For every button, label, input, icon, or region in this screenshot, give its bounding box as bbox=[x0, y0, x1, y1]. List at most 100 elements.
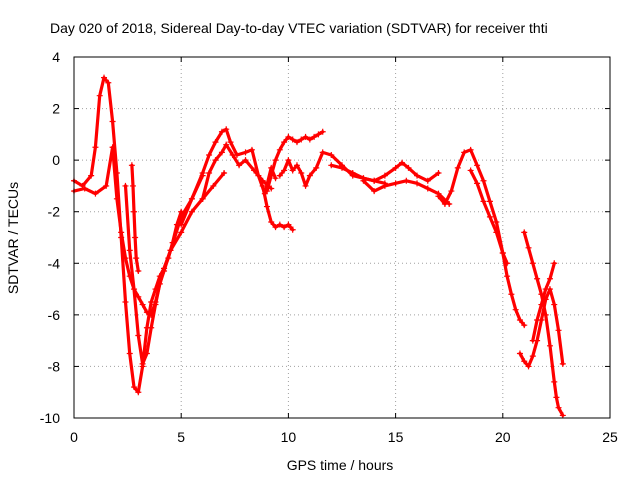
data-point bbox=[128, 162, 135, 169]
data-point bbox=[88, 172, 95, 179]
data-point bbox=[143, 309, 150, 316]
data-point bbox=[281, 167, 288, 174]
data-point bbox=[218, 128, 225, 135]
data-point bbox=[210, 182, 217, 189]
data-point bbox=[542, 311, 549, 318]
data-point bbox=[242, 149, 249, 156]
data-point bbox=[122, 182, 129, 189]
data-point bbox=[133, 255, 140, 262]
data-point bbox=[223, 141, 230, 148]
data-point bbox=[285, 157, 292, 164]
data-point bbox=[551, 378, 558, 385]
data-point bbox=[272, 224, 279, 231]
data-point bbox=[227, 139, 234, 146]
data-point bbox=[360, 177, 367, 184]
data-point bbox=[529, 260, 536, 267]
data-point bbox=[486, 213, 493, 220]
data-point bbox=[371, 188, 378, 195]
data-point bbox=[105, 79, 112, 86]
data-point bbox=[512, 306, 519, 313]
data-point bbox=[298, 170, 305, 177]
data-point bbox=[381, 182, 388, 189]
data-point bbox=[467, 146, 474, 153]
y-tick-label: -6 bbox=[48, 307, 61, 323]
data-point bbox=[467, 167, 474, 174]
data-point bbox=[559, 360, 566, 367]
data-point bbox=[276, 146, 283, 153]
data-point bbox=[516, 317, 523, 324]
data-point bbox=[289, 167, 296, 174]
data-point bbox=[371, 177, 378, 184]
data-point bbox=[493, 229, 500, 236]
x-tick-label: 20 bbox=[495, 429, 511, 445]
data-point bbox=[259, 177, 266, 184]
data-point bbox=[131, 208, 138, 215]
data-point bbox=[474, 162, 481, 169]
data-point bbox=[143, 350, 150, 357]
data-point bbox=[131, 286, 138, 293]
data-point bbox=[521, 358, 528, 365]
data-point bbox=[302, 182, 309, 189]
data-point bbox=[139, 301, 146, 308]
data-point bbox=[392, 164, 399, 171]
data-point bbox=[281, 139, 288, 146]
series-12 bbox=[467, 167, 528, 329]
series-3 bbox=[128, 162, 142, 275]
data-point bbox=[199, 195, 206, 202]
data-point bbox=[435, 170, 442, 177]
data-point bbox=[553, 394, 560, 401]
data-point bbox=[199, 170, 206, 177]
data-point bbox=[405, 164, 412, 171]
data-point bbox=[132, 234, 139, 241]
series-6 bbox=[259, 182, 296, 233]
data-point bbox=[328, 162, 335, 169]
data-point bbox=[546, 342, 553, 349]
y-axis-label: SDTVAR / TECUs bbox=[5, 182, 21, 294]
data-point bbox=[538, 301, 545, 308]
data-point bbox=[555, 327, 562, 334]
data-point bbox=[424, 185, 431, 192]
data-point bbox=[480, 198, 487, 205]
data-point bbox=[474, 180, 481, 187]
x-axis-label: GPS time / hours bbox=[287, 457, 394, 473]
data-point bbox=[161, 265, 168, 272]
data-point bbox=[414, 180, 421, 187]
data-point bbox=[129, 182, 136, 189]
data-point bbox=[218, 149, 225, 156]
data-point bbox=[122, 298, 129, 305]
series-15 bbox=[529, 260, 558, 344]
data-point bbox=[152, 301, 159, 308]
data-point bbox=[559, 412, 566, 419]
data-point bbox=[302, 133, 309, 140]
y-tick-label: -2 bbox=[48, 204, 61, 220]
data-point bbox=[81, 185, 88, 192]
data-point bbox=[480, 177, 487, 184]
data-point bbox=[268, 219, 275, 226]
data-point bbox=[381, 172, 388, 179]
data-point bbox=[223, 126, 230, 133]
data-point bbox=[504, 273, 511, 280]
data-point bbox=[339, 164, 345, 171]
data-point bbox=[328, 151, 335, 158]
data-point bbox=[126, 247, 133, 254]
data-point bbox=[293, 139, 300, 146]
data-point bbox=[126, 350, 133, 357]
data-point bbox=[113, 195, 120, 202]
data-point bbox=[221, 170, 228, 177]
data-point bbox=[534, 317, 541, 324]
y-tick-label: -4 bbox=[48, 255, 61, 271]
x-tick-label: 5 bbox=[177, 429, 185, 445]
data-point bbox=[542, 286, 549, 293]
data-point bbox=[414, 172, 421, 179]
data-point bbox=[306, 172, 313, 179]
data-point bbox=[319, 149, 326, 156]
data-point bbox=[131, 384, 138, 391]
data-point bbox=[441, 200, 448, 207]
data-point bbox=[139, 360, 146, 367]
series-10 bbox=[360, 177, 453, 207]
data-point bbox=[289, 136, 296, 143]
data-point bbox=[212, 139, 219, 146]
data-point bbox=[289, 226, 296, 233]
